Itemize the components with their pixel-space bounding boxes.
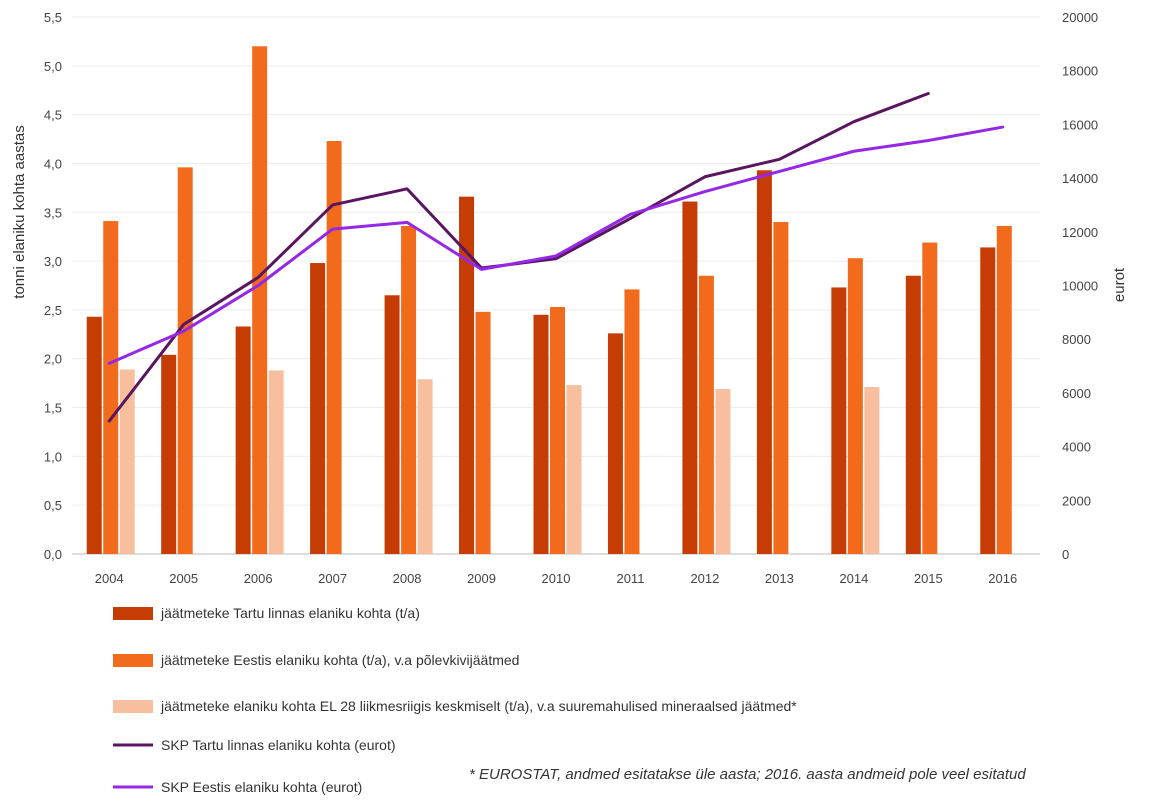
legend-swatch-2 — [113, 700, 153, 713]
y2-tick-label: 20000 — [1062, 10, 1098, 25]
x-tick-label: 2014 — [839, 571, 868, 586]
series-line-3 — [107, 92, 930, 423]
bar-2-2008 — [401, 225, 417, 554]
y2-tick-label: 0 — [1062, 547, 1069, 562]
x-tick-label: 2011 — [616, 571, 644, 586]
bar-1-2007 — [310, 263, 326, 554]
axes: 0,0 0,5 1,0 1,5 2,0 2,5 3,0 3,5 4,0 4,5 5,0 5,5 0 200… — [44, 10, 1098, 586]
bar-2-2013 — [773, 222, 789, 554]
y-tick-label: 1,5 — [44, 401, 62, 416]
x-tick-label: 2010 — [542, 571, 571, 586]
bar-2-2006 — [252, 46, 268, 555]
footnote: * EUROSTAT, andmed esitatakse üle aasta;… — [469, 766, 1026, 783]
y2-axis-title: eurot — [1111, 267, 1128, 302]
y2-tick-label: 16000 — [1062, 117, 1098, 132]
bar-2-2014 — [847, 258, 863, 554]
legend-label-3: SKP Tartu linnas elaniku kohta (eurot) — [161, 737, 396, 753]
y-tick-label: 5,5 — [44, 10, 62, 25]
y-tick-label: 0,5 — [44, 498, 62, 513]
x-tick-label: 2006 — [244, 571, 273, 586]
bar-1-2006 — [235, 326, 251, 554]
x-tick-label: 2012 — [690, 571, 719, 586]
x-tick-label: 2015 — [914, 571, 943, 586]
bar-3-2008 — [417, 379, 433, 554]
x-tick-label: 2016 — [988, 571, 1017, 586]
y2-tick-label: 2000 — [1062, 493, 1091, 508]
y-tick-label: 4,5 — [44, 108, 62, 123]
y2-tick-label: 4000 — [1062, 440, 1091, 455]
bars — [86, 46, 1012, 555]
y-tick-label: 5,0 — [44, 59, 62, 74]
legend-label-4: SKP Eestis elaniku kohta (eurot) — [161, 779, 362, 795]
x-tick-label: 2008 — [393, 571, 422, 586]
bar-3-2006 — [268, 370, 284, 554]
bar-1-2010 — [533, 314, 549, 554]
y2-tick-label: 18000 — [1062, 64, 1098, 79]
y2-tick-label: 12000 — [1062, 225, 1098, 240]
x-tick-label: 2004 — [95, 571, 124, 586]
bar-2-2004 — [103, 221, 119, 554]
bar-2-2010 — [550, 306, 565, 554]
bar-3-2010 — [566, 385, 582, 554]
legend: jäätmeteke Tartu linnas elaniku kohta (t… — [113, 605, 797, 795]
bar-2-2015 — [922, 242, 938, 555]
bar-2-2007 — [326, 140, 342, 555]
y-tick-label: 3,0 — [44, 254, 62, 269]
legend-swatch-0 — [113, 607, 153, 620]
bar-1-2013 — [756, 170, 772, 554]
x-tick-label: 2013 — [765, 571, 794, 586]
series-line-4 — [107, 125, 1005, 365]
y-tick-label: 2,5 — [44, 303, 62, 318]
x-tick-label: 2005 — [169, 571, 198, 586]
bar-2-2005 — [177, 167, 193, 555]
y-axis-title: tonni elaniku kohta aastas — [11, 125, 28, 298]
bar-2-2016 — [996, 225, 1012, 554]
y2-tick-label: 10000 — [1062, 279, 1098, 294]
bar-1-2011 — [607, 333, 623, 554]
x-tick-label: 2007 — [318, 571, 347, 586]
y2-tick-label: 8000 — [1062, 332, 1091, 347]
bar-1-2012 — [682, 201, 698, 555]
y2-tick-label: 14000 — [1062, 171, 1098, 186]
y-tick-label: 0,0 — [44, 547, 62, 562]
y-tick-label: 3,5 — [44, 205, 62, 220]
bar-3-2012 — [715, 388, 731, 554]
bar-1-2015 — [905, 275, 921, 554]
y-tick-label: 1,0 — [44, 449, 62, 464]
legend-label-1: jäätmeteke Eestis elaniku kohta (t/a), v… — [160, 652, 519, 668]
y2-tick-label: 6000 — [1062, 386, 1091, 401]
bar-1-2004 — [86, 316, 102, 554]
y-tick-label: 2,0 — [44, 352, 62, 367]
bar-3-2004 — [119, 369, 135, 554]
bar-3-2014 — [864, 387, 880, 554]
lines — [107, 92, 1005, 423]
y-tick-label: 4,0 — [44, 156, 62, 171]
bar-2-2012 — [698, 275, 714, 554]
bar-1-2005 — [161, 354, 177, 554]
bar-1-2009 — [459, 196, 475, 554]
x-tick-label: 2009 — [467, 571, 496, 586]
bar-2-2009 — [475, 311, 491, 554]
bar-1-2014 — [831, 287, 847, 554]
legend-swatch-1 — [113, 654, 153, 667]
bar-1-2008 — [384, 295, 400, 554]
legend-label-0: jäätmeteke Tartu linnas elaniku kohta (t… — [160, 605, 420, 621]
bar-2-2011 — [624, 289, 640, 554]
legend-label-2: jäätmeteke elaniku kohta EL 28 liikmesri… — [160, 698, 797, 714]
bar-1-2016 — [980, 247, 996, 554]
